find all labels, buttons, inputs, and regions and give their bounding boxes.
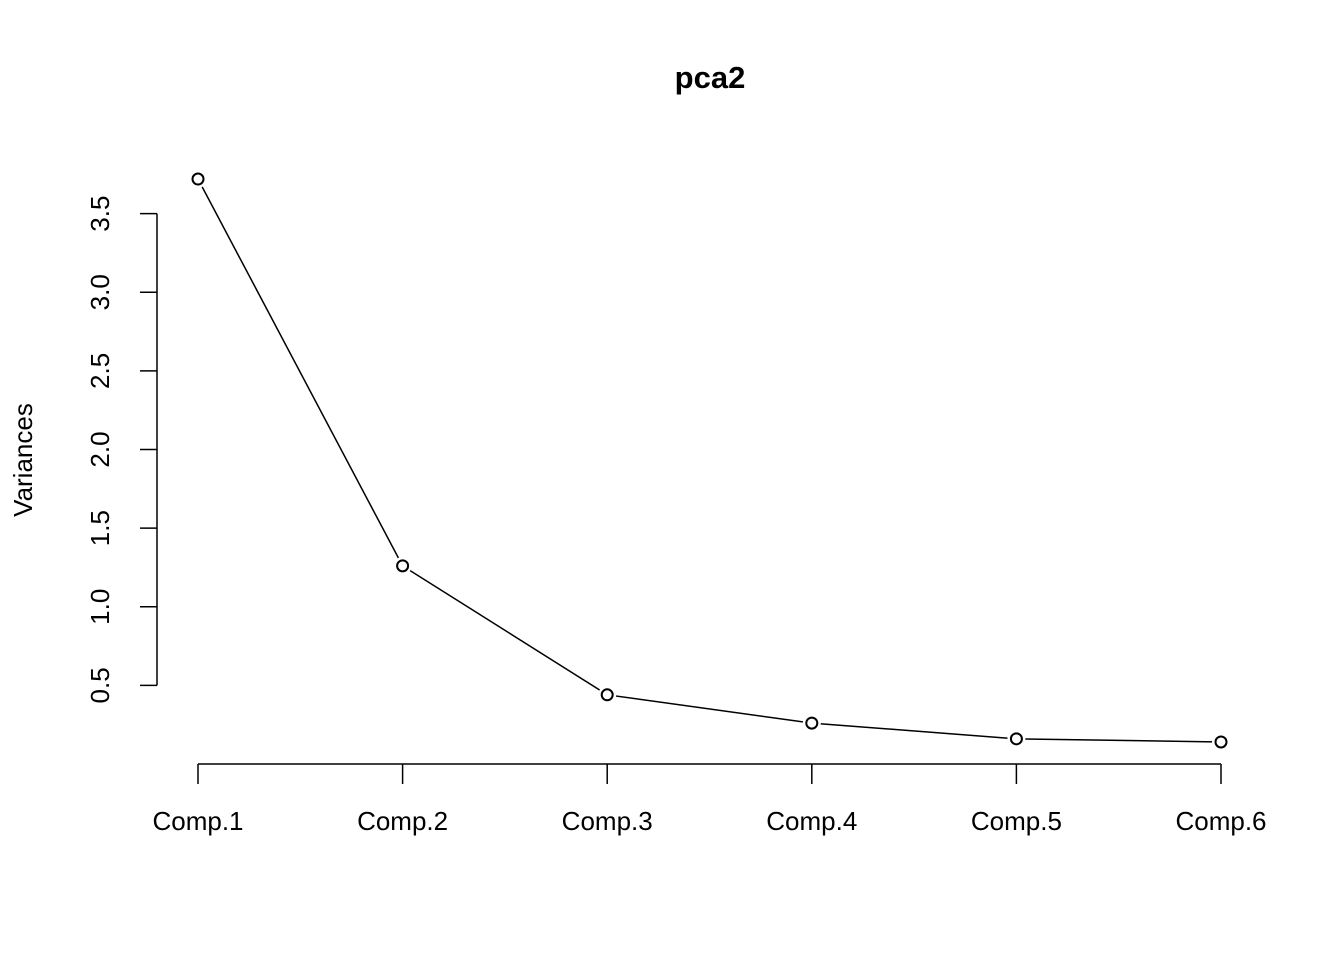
x-tick-label: Comp.2	[357, 806, 448, 836]
y-tick-label: 0.5	[85, 667, 115, 703]
y-tick-label: 1.0	[85, 589, 115, 625]
data-point-marker	[396, 559, 410, 573]
x-tick-label: Comp.5	[971, 806, 1062, 836]
data-point-marker	[600, 688, 614, 702]
data-point-marker	[805, 716, 819, 730]
y-tick-label: 2.5	[85, 353, 115, 389]
x-tick-label: Comp.1	[152, 806, 243, 836]
data-line	[197, 178, 1222, 743]
x-tick-label: Comp.4	[766, 806, 857, 836]
y-tick-label: 2.0	[85, 431, 115, 467]
x-tick-label: Comp.3	[562, 806, 653, 836]
y-axis-label: Variances	[8, 403, 38, 517]
y-tick-label: 3.0	[85, 274, 115, 310]
data-point-marker	[191, 172, 205, 186]
data-point-marker	[1214, 735, 1228, 749]
y-tick-label: 1.5	[85, 510, 115, 546]
chart-title: pca2	[675, 60, 746, 95]
x-tick-label: Comp.6	[1175, 806, 1266, 836]
data-point-marker	[1009, 732, 1023, 746]
y-tick-label: 3.5	[85, 196, 115, 232]
